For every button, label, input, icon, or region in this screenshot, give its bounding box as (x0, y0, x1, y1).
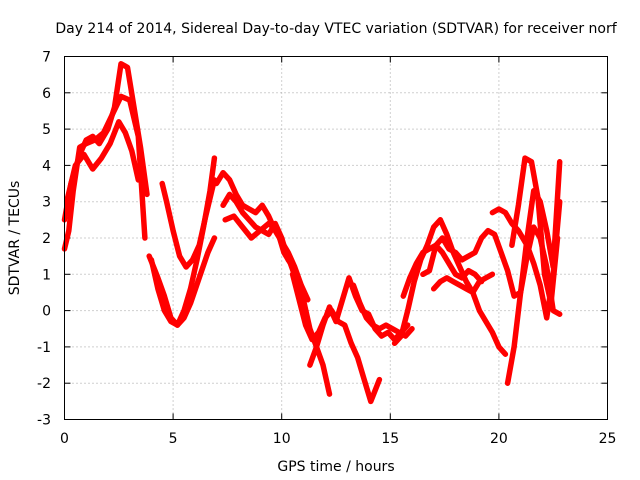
y-tick-labels: -3 -2 -1 0 1 2 3 4 5 6 7 (37, 50, 51, 429)
x-tick-label: 15 (381, 431, 399, 447)
y-tick-label: 3 (42, 195, 51, 211)
y-tick-label: 5 (42, 122, 51, 138)
series-13-trace (391, 217, 509, 357)
series-11-trace (307, 275, 411, 368)
series-5-trace (148, 235, 218, 328)
chart-title: Day 214 of 2014, Sidereal Day-to-day VTE… (55, 21, 617, 37)
x-tick-label: 20 (490, 431, 508, 447)
y-tick-label: 2 (42, 231, 51, 247)
x-axis-label: GPS time / hours (277, 459, 394, 475)
series-6-trace (159, 177, 218, 270)
y-tick-label: -3 (37, 413, 51, 429)
series-9-trace (222, 213, 333, 397)
y-tick-label: 0 (42, 304, 51, 320)
plot-area (61, 61, 563, 405)
series-15-trace (420, 224, 563, 317)
y-axis-label: SDTVAR / TECUs (7, 181, 23, 296)
y-tick-label: 6 (42, 86, 51, 102)
series-16-trace (430, 271, 496, 296)
series-14-trace (400, 242, 485, 299)
series-19-trace (489, 198, 563, 321)
x-tick-labels: 0 5 10 15 20 25 (60, 431, 616, 447)
series-17-trace (504, 159, 563, 386)
x-tick-label: 10 (273, 431, 291, 447)
y-tick-label: 7 (42, 50, 51, 66)
series-1-trace (61, 61, 150, 223)
y-tick-label: -2 (37, 376, 51, 392)
x-tick-label: 25 (599, 431, 617, 447)
series-3-trace (61, 93, 148, 252)
y-tick-label: 4 (42, 158, 51, 174)
x-tick-label: 0 (60, 431, 69, 447)
x-tick-label: 5 (169, 431, 178, 447)
y-tick-label: -1 (37, 340, 51, 356)
plot-frame (64, 56, 608, 420)
series-8-trace (220, 191, 291, 263)
y-tick-label: 1 (42, 267, 51, 283)
